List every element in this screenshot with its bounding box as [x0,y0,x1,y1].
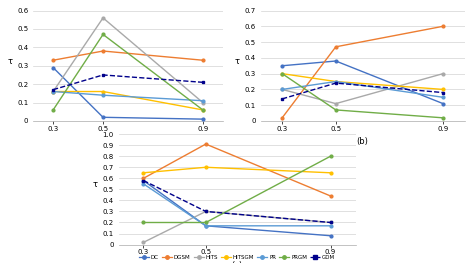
X-axis label: (c): (c) [231,261,243,263]
Y-axis label: τ: τ [235,57,240,66]
X-axis label: (a): (a) [122,137,134,146]
X-axis label: (b): (b) [356,137,369,146]
Legend: DC, DGSM, HITS, HITSGM, PR, PRGM, GDM: DC, DGSM, HITS, HITSGM, PR, PRGM, GDM [139,255,335,260]
Y-axis label: τ: τ [93,180,98,189]
Y-axis label: τ: τ [8,57,13,66]
